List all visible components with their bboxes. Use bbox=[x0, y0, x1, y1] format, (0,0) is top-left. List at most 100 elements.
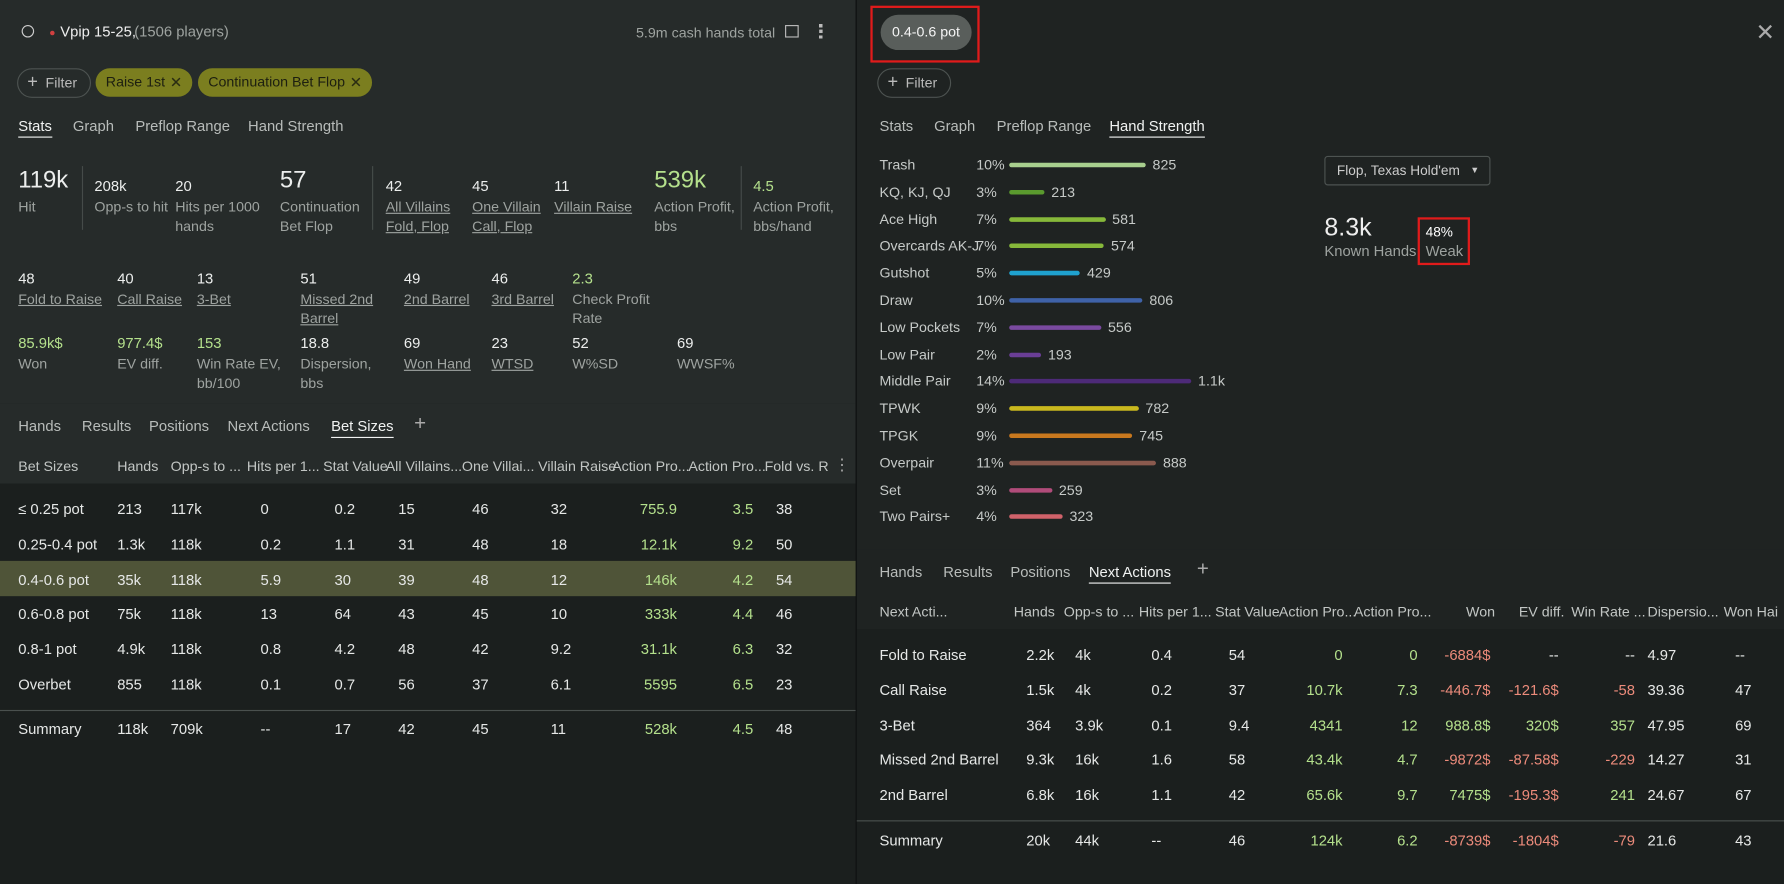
stat-label: W%SD bbox=[572, 356, 619, 373]
strength-pct: 5% bbox=[976, 265, 997, 282]
highlight-box bbox=[870, 5, 980, 63]
column-header: Stat Value bbox=[1215, 604, 1280, 621]
user-icon bbox=[21, 25, 35, 38]
table-cell: 1.6 bbox=[1151, 751, 1172, 769]
table-cell: 4.2 bbox=[334, 640, 356, 658]
tab[interactable]: Stats bbox=[18, 117, 52, 138]
tab[interactable]: Hands bbox=[18, 417, 61, 435]
export-icon[interactable] bbox=[785, 25, 799, 38]
stat-label[interactable]: Missed 2nd Barrel bbox=[300, 291, 374, 326]
known-hands-value: 8.3k bbox=[1324, 212, 1372, 242]
column-header: Hits per 1... bbox=[246, 458, 320, 475]
table-cell: -6884$ bbox=[1444, 646, 1491, 664]
table-cell: Fold to Raise bbox=[879, 646, 967, 664]
stat-value: 85.9k$ bbox=[18, 334, 63, 352]
table-cell: 31 bbox=[1735, 751, 1752, 769]
add-tab[interactable]: + bbox=[1196, 557, 1209, 581]
dropdown[interactable]: Flop, Texas Hold'em ▼ bbox=[1324, 155, 1491, 186]
strength-pct: 7% bbox=[976, 319, 997, 336]
tab[interactable]: Graph bbox=[72, 117, 114, 135]
stat-label: Opp-s to hit bbox=[94, 199, 168, 216]
tab[interactable]: Bet Sizes bbox=[331, 418, 394, 439]
strength-count: 581 bbox=[1112, 211, 1136, 228]
tab[interactable]: Preflop Range bbox=[996, 117, 1092, 135]
strength-pct: 9% bbox=[976, 400, 997, 417]
stat-label[interactable]: 3-Bet bbox=[196, 291, 231, 308]
tab[interactable]: Next Actions bbox=[227, 417, 310, 435]
table-cell: 21.6 bbox=[1647, 831, 1677, 849]
tab[interactable]: Results bbox=[81, 417, 132, 435]
column-menu[interactable]: ⋮ bbox=[833, 455, 850, 474]
add-tab[interactable]: + bbox=[414, 411, 427, 435]
strength-count: 213 bbox=[1051, 184, 1075, 201]
tab[interactable]: Preflop Range bbox=[135, 117, 230, 135]
stat-label[interactable]: 3rd Barrel bbox=[491, 291, 554, 308]
summary-rule bbox=[0, 709, 856, 712]
tab[interactable]: Stats bbox=[879, 117, 914, 135]
stat-label[interactable]: Won Hand bbox=[403, 356, 471, 373]
stat-value: 69 bbox=[403, 334, 421, 352]
table-cell: Overbet bbox=[18, 675, 71, 693]
tab[interactable]: Hand Strength bbox=[248, 117, 344, 135]
column-header: Opp-s to ... bbox=[1063, 604, 1135, 621]
table-cell: 2.2k bbox=[1026, 646, 1055, 664]
stat-value: 52 bbox=[572, 334, 589, 352]
filter-chip[interactable]: Continuation Bet Flop ✕ bbox=[197, 68, 373, 97]
tab[interactable]: Positions bbox=[149, 417, 210, 435]
close-button[interactable]: ✕ bbox=[1755, 20, 1775, 46]
stat-value: 539k bbox=[654, 167, 707, 194]
bet-size-pill[interactable]: 0.4-0.6 pot bbox=[880, 14, 972, 51]
table-cell: 23 bbox=[775, 675, 793, 693]
stat-separator bbox=[740, 166, 742, 230]
tab[interactable]: Hands bbox=[879, 563, 923, 581]
table-cell: 7475$ bbox=[1449, 786, 1491, 804]
weak-value: 48% bbox=[1425, 224, 1453, 241]
table-cell: -446.7$ bbox=[1440, 681, 1491, 699]
table-cell: 118k bbox=[170, 605, 202, 623]
table-cell: 54 bbox=[775, 570, 793, 588]
stat-label: WWSF% bbox=[676, 356, 735, 373]
tab[interactable]: Next Actions bbox=[1088, 563, 1172, 584]
table-cell: -229 bbox=[1605, 751, 1635, 769]
table-cell: 3.5 bbox=[732, 500, 754, 518]
stat-label[interactable]: Call Raise bbox=[117, 291, 183, 308]
menu-icon[interactable] bbox=[819, 23, 826, 39]
table-cell: 0.4 bbox=[1151, 646, 1172, 664]
stat-label[interactable]: Villain Raise bbox=[554, 199, 633, 216]
tab[interactable]: Results bbox=[943, 563, 993, 581]
weak-label: Weak bbox=[1425, 242, 1464, 260]
stat-label: Continuation Bet Flop bbox=[279, 199, 360, 234]
table-cell: 9.7 bbox=[1397, 786, 1418, 804]
stat-label[interactable]: All Villains Fold, Flop bbox=[385, 199, 451, 234]
tab[interactable]: Hand Strength bbox=[1109, 117, 1205, 138]
stat-label[interactable]: WTSD bbox=[491, 356, 534, 373]
filter-button[interactable]: Filter + bbox=[877, 68, 951, 98]
strength-label: TPGK bbox=[879, 427, 919, 444]
tab[interactable]: Graph bbox=[934, 117, 976, 135]
table-cell: 117k bbox=[170, 500, 202, 518]
table-cell: 118k bbox=[170, 640, 202, 658]
filter-button[interactable]: Filter + bbox=[17, 68, 91, 98]
strength-pct: 2% bbox=[976, 346, 997, 363]
tab[interactable]: Positions bbox=[1010, 563, 1071, 581]
table-cell: 14.27 bbox=[1647, 751, 1685, 769]
table-cell: 11 bbox=[550, 720, 567, 738]
stat-value: 51 bbox=[300, 269, 317, 287]
table-cell: 4k bbox=[1075, 681, 1091, 699]
stat-label[interactable]: One Villain Call, Flop bbox=[472, 199, 541, 234]
table-cell: 1.3k bbox=[117, 535, 146, 553]
stat-label[interactable]: 2nd Barrel bbox=[403, 291, 470, 308]
table-cell: 47 bbox=[1735, 681, 1752, 699]
table-cell: 333k bbox=[644, 605, 677, 623]
table-cell: 0.4-0.6 pot bbox=[18, 570, 89, 588]
filter-chip[interactable]: Raise 1st ✕ bbox=[95, 68, 193, 97]
column-header: Won bbox=[1466, 604, 1496, 621]
strength-pct: 7% bbox=[976, 211, 997, 228]
strength-bar bbox=[1009, 216, 1106, 222]
table-cell: -87.58$ bbox=[1508, 751, 1559, 769]
stat-label: Win Rate EV, bb/100 bbox=[196, 356, 281, 391]
stat-label[interactable]: Fold to Raise bbox=[18, 291, 103, 308]
table-cell: 37 bbox=[1228, 681, 1246, 699]
strength-count: 782 bbox=[1145, 400, 1170, 417]
stat-label: Hit bbox=[18, 199, 36, 216]
